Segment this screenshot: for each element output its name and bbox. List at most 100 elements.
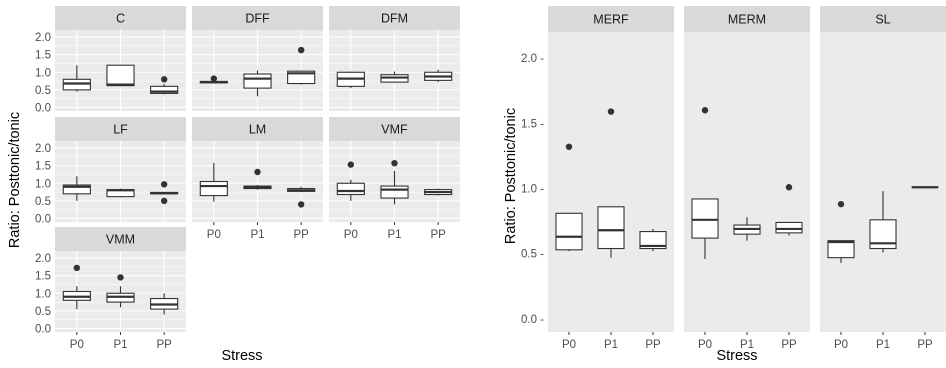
chart0-lm-x-tick-label: PP	[293, 229, 309, 241]
chart1-merf-y-tick-label: 2.0 -	[521, 53, 544, 65]
chart0-lf-y-tick-label: 0.0	[35, 213, 51, 225]
chart1-merm-x-tick-label: PP	[781, 339, 797, 351]
chart0-lf-strip	[55, 117, 186, 141]
chart1-merm-x-tick-label: P1	[740, 339, 754, 351]
chart0-lm-x-tick-label: P0	[207, 229, 221, 241]
chart1-sl-p0-outlier-point	[837, 200, 845, 208]
chart1-merm-pp-box	[775, 221, 803, 234]
chart0-vmf-x-tick-label: P0	[344, 229, 358, 241]
chart1-merm-p0-outlier-point	[701, 107, 709, 114]
left-y-axis-title: Ratio: Posttonic/tonic	[7, 112, 23, 248]
right-facet-figure: Ratio: Posttonic/tonic Stress MERF 0.0 - 0…	[503, 6, 946, 364]
chart0-vmf-panel: VMF P0 P1 PP	[329, 117, 460, 241]
chart0-lf-pp-outlier-point	[160, 181, 168, 188]
chart0-vmf-x-tick-label: PP	[430, 229, 446, 241]
chart0-c-strip-label: C	[116, 12, 125, 26]
chart0-lf-panel: LF 0.0 0.5 1.0 1.5 2.0	[35, 117, 186, 225]
chart0-c-pp-box	[150, 85, 179, 94]
chart1-merm-plot-background	[684, 32, 810, 332]
chart0-vmm-strip	[55, 227, 186, 251]
chart0-c-y-tick-label: 1.5	[35, 50, 51, 62]
chart0-lm-pp-outlier-point	[297, 201, 305, 208]
chart0-c-panel: C 0.0 0.5 1.0 1.5 2.0	[35, 6, 186, 114]
chart0-vmf-strip-label: VMF	[381, 123, 408, 137]
chart0-c-p1-box	[106, 64, 135, 87]
chart1-merf-panel: MERF 0.0 - 0.5 - 1.0 - 1.5 - 2.0 - P0 P1 PP	[521, 6, 674, 351]
chart1-merm-panel: MERM P0 P1 PP	[684, 6, 810, 351]
chart0-dff-pp-outlier-point	[297, 46, 305, 54]
chart1-merf-x-tick-label: P1	[604, 339, 618, 351]
right-y-axis-title: Ratio: Posttonic/tonic	[503, 108, 519, 244]
chart1-merm-strip-label: MERM	[728, 13, 766, 27]
chart1-merf-plot-background	[548, 32, 674, 332]
chart1-merm-pp-outlier-point	[785, 184, 793, 191]
chart0-vmf-p1-outlier-point	[391, 159, 398, 167]
left-x-axis-title: Stress	[221, 348, 262, 364]
chart1-merm-strip	[684, 6, 810, 32]
left-facet-figure: Ratio: Posttonic/tonic Stress C 0.0 0.5 1.0…	[7, 6, 460, 364]
chart0-lm-strip-label: LM	[249, 123, 266, 137]
chart0-lm-panel: LM P0 P1 PP	[192, 117, 323, 241]
chart0-vmm-y-tick-label: 0.5	[35, 306, 51, 318]
chart0-vmm-strip-label: VMM	[106, 233, 135, 247]
chart0-c-pp-outlier-point	[160, 76, 168, 83]
chart0-vmf-strip	[329, 117, 460, 141]
chart0-lf-strip-label: LF	[113, 123, 128, 137]
chart1-merf-x-tick-label: P0	[562, 339, 576, 351]
chart1-merm-x-tick-label: P0	[698, 339, 712, 351]
chart0-c-y-tick-label: 0.0	[35, 102, 51, 114]
chart0-vmm-y-tick-label: 2.0	[35, 253, 51, 265]
chart0-vmf-p0-box	[336, 182, 365, 196]
chart1-sl-plot-background	[820, 32, 946, 332]
chart1-merf-strip	[548, 6, 674, 32]
chart1-merf-strip-label: MERF	[593, 13, 629, 27]
chart0-dfm-panel: DFM	[329, 6, 460, 111]
chart0-vmf-x-tick-label: P1	[387, 229, 401, 241]
chart0-vmm-y-tick-label: 0.0	[35, 323, 51, 335]
chart0-vmm-p1-outlier-point	[117, 274, 124, 281]
chart1-sl-panel: SL P0 P1 PP	[820, 6, 946, 351]
chart0-dfm-strip	[329, 6, 460, 30]
chart1-merf-y-tick-label: 1.0 -	[521, 184, 544, 196]
chart1-sl-p0-box	[827, 240, 855, 259]
chart0-lm-strip	[192, 117, 323, 141]
chart0-vmm-y-tick-label: 1.5	[35, 271, 51, 283]
chart1-merf-p1-box	[597, 206, 625, 250]
chart0-vmm-p0-outlier-point	[73, 264, 81, 272]
chart0-lm-p1-outlier-point	[254, 168, 261, 176]
chart0-c-y-tick-label: 0.5	[35, 85, 51, 97]
chart0-lf-pp-outlier-point	[160, 197, 168, 205]
chart1-merf-pp-box	[639, 231, 667, 250]
chart1-merf-x-tick-label: PP	[645, 339, 661, 351]
chart0-vmm-x-tick-label: P1	[113, 339, 127, 351]
chart0-lf-y-tick-label: 1.5	[35, 161, 51, 173]
chart0-dfm-strip-label: DFM	[381, 12, 408, 26]
chart1-merf-y-tick-label: 0.5 -	[521, 249, 544, 261]
chart1-sl-x-tick-label: PP	[917, 339, 933, 351]
chart0-vmf-p1-box	[380, 185, 409, 199]
chart1-merf-p1-outlier-point	[607, 108, 615, 115]
chart0-dff-strip-label: DFF	[245, 12, 270, 26]
chart0-c-strip	[55, 6, 186, 30]
chart0-vmf-p0-outlier-point	[347, 161, 355, 168]
chart1-sl-strip-label: SL	[875, 13, 890, 27]
chart0-vmm-x-tick-label: PP	[156, 339, 172, 351]
chart0-dff-p1-box	[243, 73, 272, 89]
chart0-c-y-tick-label: 1.0	[35, 67, 51, 79]
chart0-dff-panel: DFF	[192, 6, 323, 111]
chart1-merf-p0-outlier-point	[565, 143, 573, 150]
chart0-dff-p0-outlier-point	[210, 75, 218, 82]
chart0-vmm-y-tick-label: 1.0	[35, 288, 51, 300]
chart0-lf-y-tick-label: 0.5	[35, 196, 51, 208]
chart1-merf-y-tick-label: 1.5 -	[521, 118, 544, 130]
chart1-sl-strip	[820, 6, 946, 32]
chart0-lf-p0-box	[62, 184, 91, 195]
chart0-vmm-panel: VMM 0.0 0.5 1.0 1.5 2.0 P0 P1 PP	[35, 227, 186, 351]
chart0-lf-y-tick-label: 1.0	[35, 178, 51, 190]
chart0-c-y-tick-label: 2.0	[35, 32, 51, 44]
chart0-dff-strip	[192, 6, 323, 30]
chart1-merf-p0-box	[555, 212, 583, 251]
chart0-lm-p0-box	[199, 180, 228, 197]
right-x-axis-title: Stress	[716, 348, 757, 364]
chart0-lm-x-tick-label: P1	[250, 229, 264, 241]
